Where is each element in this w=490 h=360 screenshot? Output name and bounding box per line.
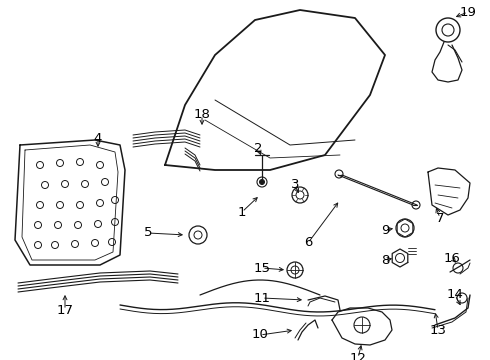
Text: 3: 3	[291, 179, 299, 192]
Circle shape	[260, 180, 265, 184]
Text: 2: 2	[254, 141, 262, 154]
Text: 15: 15	[253, 261, 270, 274]
Text: 17: 17	[56, 303, 74, 316]
Text: 1: 1	[238, 206, 246, 219]
Text: 9: 9	[381, 224, 389, 237]
Text: 16: 16	[443, 252, 461, 265]
Text: 5: 5	[144, 226, 152, 239]
Text: 7: 7	[436, 211, 444, 225]
Text: 8: 8	[381, 253, 389, 266]
Text: 19: 19	[460, 5, 476, 18]
Text: 10: 10	[251, 328, 269, 342]
Text: 6: 6	[304, 237, 312, 249]
Text: 4: 4	[94, 131, 102, 144]
Text: 13: 13	[430, 324, 446, 337]
Text: 11: 11	[253, 292, 270, 305]
Text: 14: 14	[446, 288, 464, 302]
Text: 18: 18	[194, 108, 210, 122]
Text: 12: 12	[349, 351, 367, 360]
